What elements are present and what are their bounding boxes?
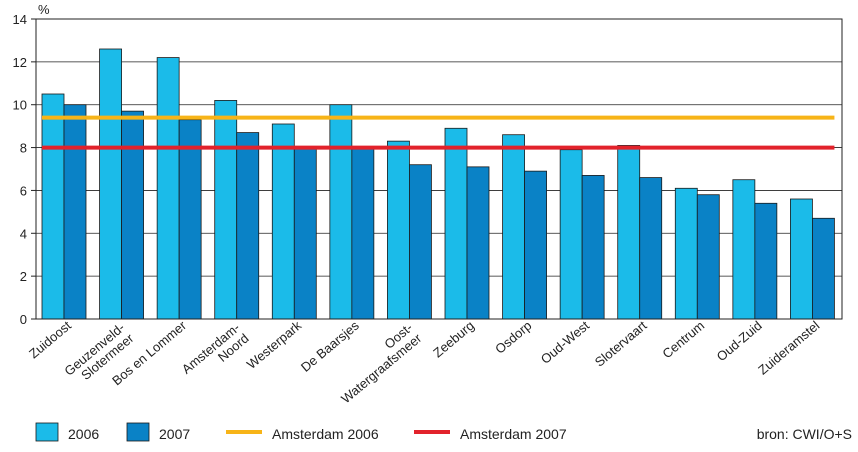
bars <box>41 48 835 320</box>
x-tick-label: Centrum <box>659 318 707 362</box>
x-tick-label: Oud-West <box>538 318 593 367</box>
bar-2007 <box>63 104 87 320</box>
bar-2006 <box>559 149 583 320</box>
plot-frame <box>35 18 843 320</box>
bar-2006 <box>271 123 295 320</box>
bar-2007 <box>351 147 375 320</box>
bar-2006 <box>99 48 122 320</box>
x-tick-label: Amsterdam-Noord <box>179 320 252 388</box>
x-tick-label: Zuidoost <box>26 318 74 362</box>
y-tick-label: 6 <box>20 183 27 198</box>
bar-2007 <box>178 119 202 320</box>
source-note: bron: CWI/O+S <box>757 426 852 442</box>
bar-2007 <box>581 175 605 320</box>
y-tick-label: 4 <box>20 226 27 241</box>
x-tick-label: Westerpark <box>244 317 305 371</box>
legend: 2006 2007 Amsterdam 2006 Amsterdam 2007 <box>35 422 567 442</box>
bar-2007 <box>466 166 490 320</box>
bar-2007 <box>524 170 547 320</box>
x-tick-label: Zeeburg <box>430 318 477 361</box>
x-tick-label: Slotervaart <box>592 318 650 370</box>
bar-2006 <box>732 179 756 320</box>
y-axis-ticks: 0 2 4 6 8 10 12 14 <box>13 12 36 327</box>
bar-2007 <box>236 132 260 320</box>
x-tick-label: Osdorp <box>492 318 534 357</box>
bar-2007 <box>696 194 720 320</box>
legend-label: Amsterdam 2007 <box>460 426 567 442</box>
legend-swatch-2007 <box>126 422 150 442</box>
legend-label: 2007 <box>159 426 190 442</box>
bar-2006 <box>214 100 238 320</box>
bar-2006 <box>674 187 698 320</box>
reference-lines <box>42 115 835 150</box>
x-tick-label: Zuideramstel <box>755 318 822 378</box>
bar-2006 <box>617 145 641 320</box>
bar-2006 <box>387 140 410 320</box>
bar-2007 <box>121 110 144 320</box>
y-tick-label: 8 <box>20 141 27 156</box>
y-tick-label: 14 <box>13 12 27 27</box>
y-tick-label: 0 <box>20 312 27 327</box>
x-tick-label: Oud-Zuid <box>714 318 765 364</box>
bar-2006 <box>156 57 180 320</box>
x-tick-label: De Baarsjes <box>298 317 362 374</box>
y-axis-unit: % <box>38 2 50 17</box>
y-tick-label: 12 <box>13 55 27 70</box>
bar-2007 <box>639 177 663 320</box>
bar-2006 <box>41 93 65 320</box>
y-tick-label: 2 <box>20 269 27 284</box>
legend-label: 2006 <box>68 426 99 442</box>
legend-label: Amsterdam 2006 <box>272 426 379 442</box>
bar-2006 <box>444 127 468 320</box>
bar-2007 <box>754 202 778 320</box>
bar-2007 <box>293 147 317 320</box>
bar-2006 <box>329 104 353 320</box>
y-tick-label: 10 <box>13 98 27 113</box>
bar-2007 <box>812 217 835 320</box>
bar-2007 <box>409 164 432 320</box>
bar-2006 <box>502 134 525 320</box>
legend-swatch-2006 <box>35 422 59 442</box>
bar-2006 <box>790 198 813 320</box>
